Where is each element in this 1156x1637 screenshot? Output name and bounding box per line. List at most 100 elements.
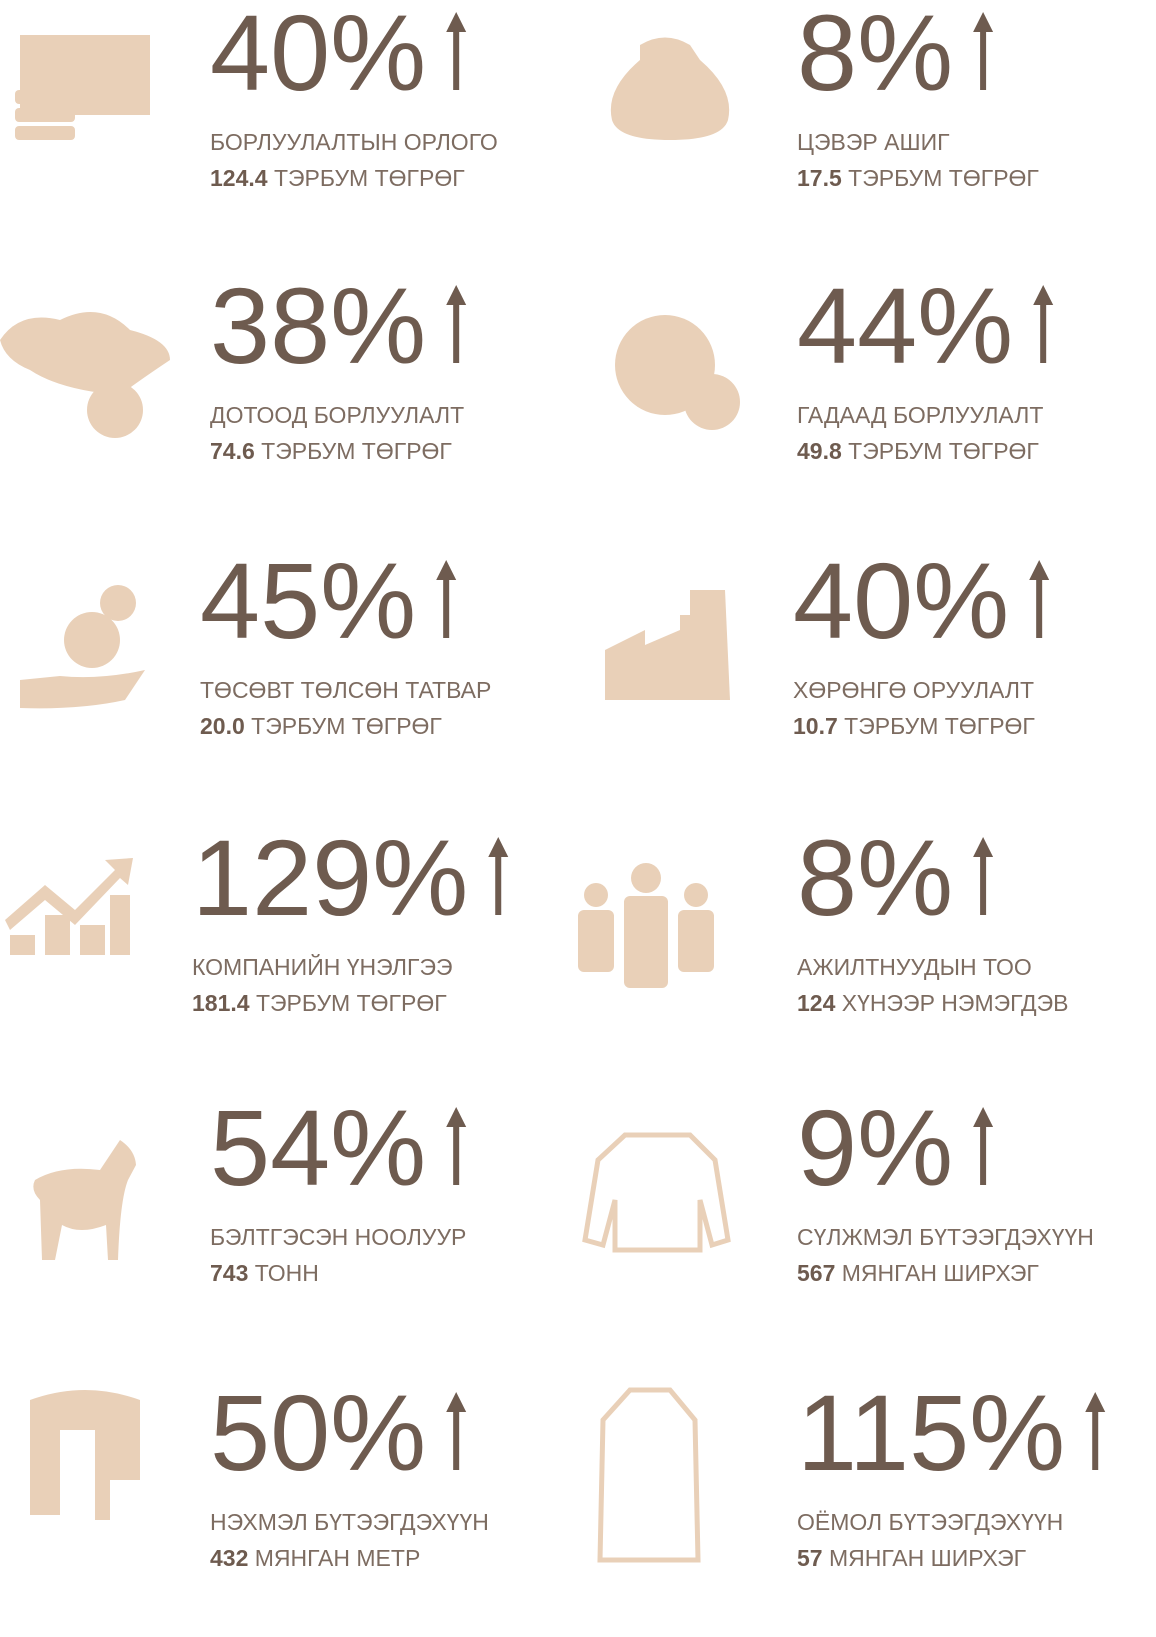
stat-amount: 57 (797, 1545, 823, 1571)
stat-unit: МЯНГАН ШИРХЭГ (842, 1260, 1040, 1286)
up-arrow-shaft (495, 853, 502, 915)
up-arrow-head (488, 837, 509, 857)
stat-unit: ТЭРБУМ ТӨГРӨГ (256, 990, 447, 1016)
up-arrow-head (446, 1392, 467, 1412)
icon-shape (578, 910, 614, 972)
stat-icon (578, 863, 714, 988)
stat-label: ХӨРӨНГӨ ОРУУЛАЛТ (793, 677, 1034, 703)
stat-percent: 8% (797, 817, 953, 938)
stat-label: ЦЭВЭР АШИГ (797, 129, 950, 155)
stat-icon (597, 1387, 701, 1563)
stat-label: СҮЛЖМЭЛ БҮТЭЭГДЭХҮҮН (797, 1224, 1094, 1250)
stat-unit: ТЭРБУМ ТӨГРӨГ (848, 165, 1039, 191)
stat-label: АЖИЛТНУУДЫН ТОО (797, 954, 1032, 980)
up-arrow-head (446, 1107, 467, 1127)
stat-label: ГАДААД БОРЛУУЛАЛТ (797, 402, 1043, 428)
stat-label: НЭХМЭЛ БҮТЭЭГДЭХҮҮН (210, 1509, 489, 1535)
stat-percent: 129% (192, 817, 468, 938)
stat-item: 129% КОМПАНИЙН ҮНЭЛГЭЭ 181.4 ТЭРБУМ ТӨГРӨГ (5, 817, 509, 1016)
stat-label: БОРЛУУЛАЛТЫН ОРЛОГО (210, 129, 498, 155)
stat-percent: 54% (210, 1087, 426, 1208)
stat-value: 124.4 ТЭРБУМ ТӨГРӨГ (210, 165, 465, 191)
stat-icon (15, 35, 150, 140)
icon-shape (15, 108, 75, 122)
stat-value: 567 МЯНГАН ШИРХЭГ (797, 1260, 1039, 1286)
stat-label: БЭЛТГЭСЭН НООЛУУР (210, 1224, 466, 1250)
stat-percent: 40% (210, 0, 426, 113)
stat-item: 40% ХӨРӨНГӨ ОРУУЛАЛТ 10.7 ТЭРБУМ ТӨГРӨГ (605, 540, 1050, 739)
stat-value: 17.5 ТЭРБУМ ТӨГРӨГ (797, 165, 1039, 191)
stat-amount: 17.5 (797, 165, 842, 191)
icon-shape (110, 895, 130, 955)
stat-percent: 44% (797, 265, 1013, 386)
up-arrow-head (1033, 285, 1054, 305)
up-arrow-head (973, 1107, 994, 1127)
stat-value: 20.0 ТЭРБУМ ТӨГРӨГ (200, 713, 442, 739)
stat-item: 9% СҮЛЖМЭЛ БҮТЭЭГДЭХҮҮН 567 МЯНГАН ШИРХЭГ (582, 1087, 1094, 1286)
icon-shape (684, 374, 740, 430)
stat-value: 743 ТОНН (210, 1260, 319, 1286)
up-arrow-shaft (453, 1123, 460, 1185)
up-arrow-head (436, 560, 457, 580)
stat-value: 57 МЯНГАН ШИРХЭГ (797, 1545, 1027, 1571)
stat-amount: 567 (797, 1260, 835, 1286)
up-arrow-head (446, 285, 467, 305)
stat-amount: 124 (797, 990, 836, 1016)
stat-percent: 40% (793, 540, 1009, 661)
stat-item: 115% ОЁМОЛ БҮТЭЭГДЭХҮҮН 57 МЯНГАН ШИРХЭГ (597, 1372, 1106, 1571)
up-arrow-shaft (1036, 576, 1043, 638)
stat-item: 50% НЭХМЭЛ БҮТЭЭГДЭХҮҮН 432 МЯНГАН МЕТР (30, 1372, 489, 1571)
stat-amount: 181.4 (192, 990, 250, 1016)
stat-unit: МЯНГАН МЕТР (255, 1545, 421, 1571)
up-arrow-head (973, 12, 994, 32)
stat-amount: 743 (210, 1260, 248, 1286)
stat-value: 49.8 ТЭРБУМ ТӨГРӨГ (797, 438, 1039, 464)
stat-unit: МЯНГАН ШИРХЭГ (829, 1545, 1027, 1571)
stat-amount: 20.0 (200, 713, 245, 739)
stat-item: 8% АЖИЛТНУУДЫН ТОО 124 ХҮНЭЭР НЭМЭГДЭВ (578, 817, 1069, 1016)
stat-icon (0, 312, 170, 438)
icon-shape (0, 312, 170, 395)
stat-unit: ТЭРБУМ ТӨГРӨГ (844, 713, 1035, 739)
stat-percent: 45% (200, 540, 416, 661)
stat-percent: 9% (797, 1087, 953, 1208)
stat-icon (5, 858, 133, 955)
stat-amount: 49.8 (797, 438, 842, 464)
icon-shape (87, 382, 143, 438)
stat-percent: 50% (210, 1372, 426, 1493)
stat-unit: ТЭРБУМ ТӨГРӨГ (274, 165, 465, 191)
stat-unit: ТЭРБУМ ТӨГРӨГ (251, 713, 442, 739)
stat-value: 10.7 ТЭРБУМ ТӨГРӨГ (793, 713, 1035, 739)
icon-shape (610, 37, 730, 140)
stat-percent: 8% (797, 0, 953, 113)
stat-label: ОЁМОЛ БҮТЭЭГДЭХҮҮН (797, 1509, 1063, 1535)
up-arrow-shaft (453, 1408, 460, 1470)
stat-icon (30, 1390, 140, 1520)
stat-amount: 432 (210, 1545, 248, 1571)
stat-label: ДОТООД БОРЛУУЛАЛТ (210, 402, 464, 428)
stat-value: 181.4 ТЭРБУМ ТӨГРӨГ (192, 990, 447, 1016)
stat-amount: 74.6 (210, 438, 255, 464)
stat-percent: 38% (210, 265, 426, 386)
icon-shape (80, 925, 105, 955)
icon-shape (33, 1140, 137, 1260)
up-arrow-shaft (453, 28, 460, 90)
stat-icon (33, 1140, 137, 1260)
stat-icon (615, 315, 740, 430)
up-arrow-shaft (443, 576, 450, 638)
icon-shape (678, 910, 714, 972)
icon-shape (597, 1387, 701, 1563)
up-arrow-shaft (1092, 1408, 1099, 1470)
icon-shape (15, 126, 75, 140)
icon-shape (100, 585, 136, 621)
icon-shape (20, 670, 145, 709)
stat-value: 124 ХҮНЭЭР НЭМЭГДЭВ (797, 990, 1069, 1016)
stat-icon (20, 585, 145, 709)
stat-icon (582, 1132, 731, 1253)
up-arrow-shaft (453, 301, 460, 363)
icon-shape (584, 883, 608, 907)
stat-item: 38% ДОТООД БОРЛУУЛАЛТ 74.6 ТЭРБУМ ТӨГРӨГ (0, 265, 467, 464)
up-arrow-shaft (1040, 301, 1047, 363)
